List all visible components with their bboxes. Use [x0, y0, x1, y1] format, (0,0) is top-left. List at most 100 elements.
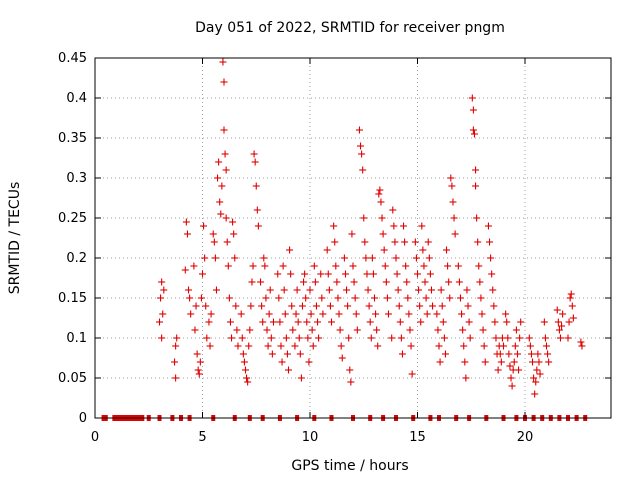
data-point [512, 326, 520, 334]
data-point [237, 310, 245, 318]
data-point [489, 286, 497, 294]
data-point [382, 278, 390, 286]
data-point [423, 310, 431, 318]
data-point [201, 254, 209, 262]
data-point [455, 278, 463, 286]
data-point [192, 302, 200, 310]
data-point [533, 366, 541, 374]
data-point [532, 378, 540, 386]
data-point [347, 378, 355, 386]
data-point [525, 334, 533, 342]
data-point [376, 186, 384, 194]
data-point [287, 270, 295, 278]
data-point [274, 270, 282, 278]
data-point [173, 334, 181, 342]
data-point [278, 358, 286, 366]
data-point [304, 334, 312, 342]
data-point [436, 358, 444, 366]
data-point [193, 350, 201, 358]
data-point [357, 142, 365, 150]
y-tick-label: 0.35 [58, 131, 87, 146]
data-point [353, 326, 361, 334]
data-point [420, 262, 428, 270]
data-point [441, 350, 449, 358]
data-point [568, 302, 576, 310]
data-point [242, 366, 249, 374]
data-point [448, 182, 456, 190]
data-point [406, 326, 414, 334]
data-point [469, 106, 477, 114]
data-point [187, 310, 195, 318]
data-point [449, 198, 457, 206]
data-point [454, 262, 462, 270]
data-point [206, 342, 214, 350]
data-point [293, 286, 301, 294]
data-point [303, 318, 311, 326]
data-point [577, 338, 585, 346]
data-point [401, 238, 409, 246]
data-point [553, 306, 561, 314]
y-tick-labels: 0 0.05 0.1 0.15 0.2 0.25 0.3 0.35 0.4 0.45 [58, 51, 87, 426]
data-point [337, 342, 345, 350]
data-point [215, 158, 223, 166]
data-point [391, 238, 399, 246]
data-point [526, 342, 534, 350]
data-point [307, 310, 315, 318]
data-point [400, 222, 408, 230]
y-tick-label: 0.05 [58, 371, 87, 386]
data-point [465, 318, 473, 326]
data-point [447, 174, 455, 182]
data-point [234, 342, 242, 350]
data-point [196, 358, 204, 366]
chart-title: Day 051 of 2022, SRMTID for receiver png… [195, 20, 505, 36]
data-point [373, 326, 381, 334]
data-point [240, 358, 248, 366]
data-point [275, 294, 283, 302]
data-point [214, 174, 222, 182]
data-point [343, 286, 351, 294]
data-point [445, 278, 453, 286]
data-point [248, 278, 256, 286]
data-point [496, 350, 504, 358]
data-point [422, 294, 430, 302]
data-point [330, 222, 338, 230]
data-point [429, 302, 437, 310]
y-tick-label: 0.2 [66, 251, 87, 266]
data-point [195, 370, 203, 378]
x-tick-label: 5 [198, 430, 206, 445]
data-point [308, 326, 316, 334]
data-point [205, 318, 213, 326]
data-point [566, 294, 574, 302]
data-point [414, 270, 421, 278]
data-point [224, 262, 232, 270]
data-point [460, 342, 468, 350]
data-point [199, 270, 206, 278]
data-point [419, 246, 427, 254]
data-point [379, 230, 387, 238]
data-point [348, 230, 356, 238]
data-point [247, 302, 255, 310]
data-point [468, 94, 476, 102]
data-point [338, 354, 346, 362]
data-point [222, 214, 230, 222]
data-point [559, 310, 567, 318]
data-point [529, 358, 537, 366]
data-point [335, 310, 343, 318]
data-point [371, 294, 378, 302]
data-point [484, 222, 492, 230]
data-point [517, 318, 525, 326]
data-point [497, 358, 505, 366]
data-point [437, 286, 445, 294]
data-point [221, 150, 229, 158]
data-point [504, 334, 512, 342]
data-point [231, 254, 239, 262]
data-point [492, 334, 500, 342]
data-point [292, 310, 300, 318]
data-point [218, 182, 226, 190]
data-point [245, 342, 253, 350]
data-point [535, 358, 543, 366]
data-point [239, 350, 247, 358]
data-point [479, 326, 487, 334]
data-point [200, 222, 208, 230]
